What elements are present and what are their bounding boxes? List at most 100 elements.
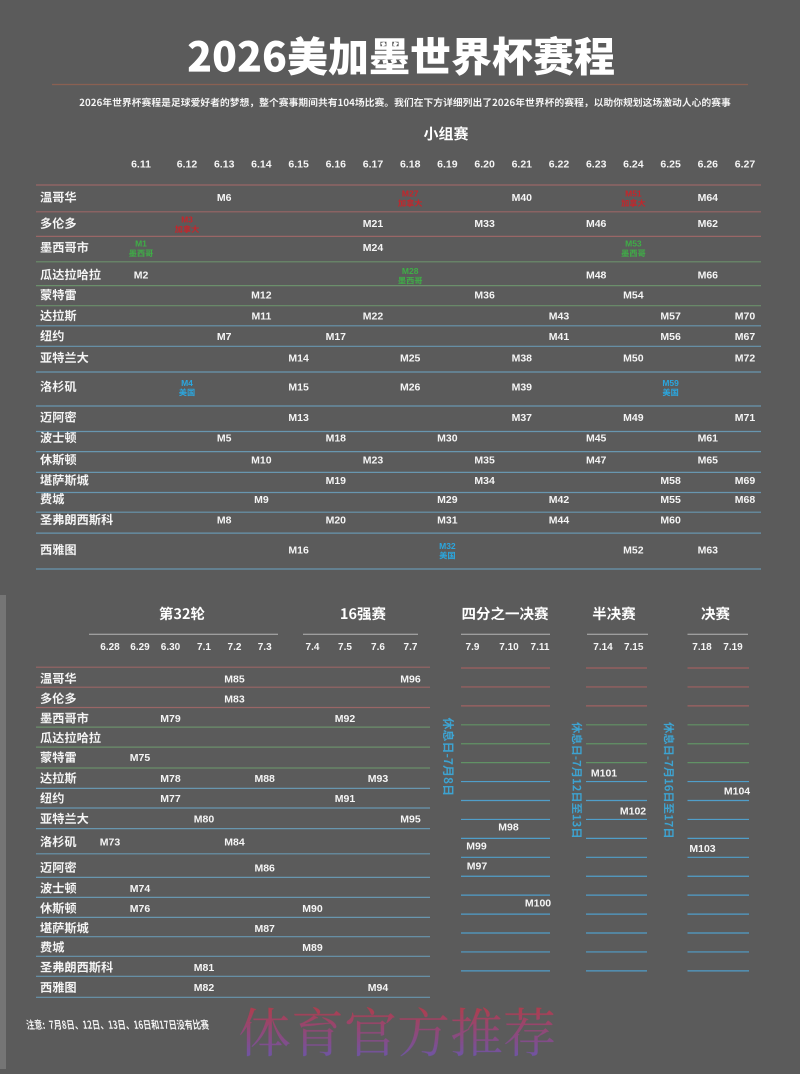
svg-text:7.9: 7.9 — [466, 642, 480, 653]
svg-text:7.19: 7.19 — [723, 642, 743, 653]
svg-text:M89: M89 — [302, 942, 323, 954]
svg-text:M96: M96 — [400, 673, 421, 685]
svg-text:M71: M71 — [735, 412, 756, 424]
svg-text:6.28: 6.28 — [100, 642, 120, 653]
svg-text:6.25: 6.25 — [660, 159, 681, 171]
svg-text:6.27: 6.27 — [735, 159, 756, 171]
svg-text:6.13: 6.13 — [214, 159, 235, 171]
svg-text:M78: M78 — [160, 773, 181, 785]
svg-text:M4: M4 — [181, 378, 193, 388]
svg-text:M1: M1 — [135, 239, 147, 249]
svg-text:M6: M6 — [217, 192, 232, 204]
svg-text:M74: M74 — [130, 883, 151, 895]
svg-text:6.23: 6.23 — [586, 159, 607, 171]
svg-text:6.29: 6.29 — [130, 642, 150, 653]
svg-text:7.15: 7.15 — [624, 642, 644, 653]
svg-text:M17: M17 — [326, 331, 347, 343]
svg-text:6.12: 6.12 — [177, 159, 198, 171]
svg-text:M52: M52 — [623, 545, 644, 557]
svg-text:M72: M72 — [735, 353, 756, 365]
svg-text:M22: M22 — [363, 311, 384, 323]
svg-text:M86: M86 — [254, 862, 275, 874]
svg-text:M43: M43 — [549, 311, 570, 323]
svg-text:6.22: 6.22 — [549, 159, 570, 171]
svg-text:7.11: 7.11 — [531, 642, 550, 653]
svg-text:M100: M100 — [525, 898, 551, 910]
svg-text:M82: M82 — [194, 982, 215, 994]
svg-text:7.10: 7.10 — [499, 642, 519, 653]
svg-text:6.20: 6.20 — [474, 159, 495, 171]
svg-text:M98: M98 — [498, 822, 519, 834]
svg-text:7.3: 7.3 — [258, 642, 272, 653]
svg-text:6.30: 6.30 — [161, 642, 181, 653]
svg-text:M18: M18 — [326, 433, 347, 445]
svg-text:M20: M20 — [326, 515, 347, 527]
svg-text:M88: M88 — [254, 773, 275, 785]
svg-text:M58: M58 — [660, 475, 681, 487]
svg-text:M51: M51 — [625, 189, 642, 199]
svg-text:M37: M37 — [512, 412, 533, 424]
svg-text:M26: M26 — [400, 381, 421, 393]
svg-text:7.18: 7.18 — [692, 642, 712, 653]
svg-text:M73: M73 — [100, 837, 121, 849]
svg-text:M57: M57 — [660, 311, 681, 323]
svg-text:M93: M93 — [368, 773, 389, 785]
svg-text:M87: M87 — [254, 923, 275, 935]
svg-text:M84: M84 — [224, 837, 245, 849]
svg-text:M40: M40 — [512, 192, 533, 204]
svg-text:7.5: 7.5 — [338, 642, 352, 653]
svg-text:M16: M16 — [288, 545, 309, 557]
svg-text:M80: M80 — [194, 814, 215, 826]
svg-text:M55: M55 — [660, 494, 681, 506]
svg-text:M12: M12 — [251, 290, 272, 302]
svg-text:M102: M102 — [620, 806, 646, 818]
svg-text:6.14: 6.14 — [251, 159, 272, 171]
svg-text:M90: M90 — [302, 903, 323, 915]
svg-text:M66: M66 — [698, 270, 719, 282]
svg-text:M39: M39 — [512, 381, 533, 393]
svg-text:M97: M97 — [467, 861, 488, 873]
svg-text:M60: M60 — [660, 515, 681, 527]
svg-text:M35: M35 — [474, 455, 495, 467]
svg-text:M23: M23 — [363, 455, 384, 467]
svg-text:M50: M50 — [623, 353, 644, 365]
svg-text:M91: M91 — [335, 793, 356, 805]
svg-text:M5: M5 — [217, 433, 232, 445]
svg-text:M45: M45 — [586, 433, 607, 445]
svg-text:M32: M32 — [439, 541, 456, 551]
svg-text:M77: M77 — [160, 793, 181, 805]
svg-text:M2: M2 — [134, 270, 149, 282]
svg-text:6.26: 6.26 — [698, 159, 719, 171]
svg-text:M85: M85 — [224, 673, 245, 685]
svg-text:M11: M11 — [251, 311, 271, 323]
svg-text:M104: M104 — [724, 786, 750, 798]
svg-text:M21: M21 — [363, 218, 384, 230]
svg-text:M46: M46 — [586, 218, 607, 230]
svg-text:M7: M7 — [217, 331, 232, 343]
svg-text:M69: M69 — [735, 475, 756, 487]
svg-text:M92: M92 — [335, 713, 356, 725]
svg-text:M68: M68 — [735, 494, 756, 506]
svg-text:6.11: 6.11 — [131, 159, 151, 171]
svg-text:6.24: 6.24 — [623, 159, 644, 171]
svg-text:6.15: 6.15 — [288, 159, 309, 171]
svg-text:7.2: 7.2 — [228, 642, 242, 653]
svg-text:6.16: 6.16 — [326, 159, 347, 171]
svg-text:7.4: 7.4 — [306, 642, 320, 653]
svg-text:M79: M79 — [160, 713, 181, 725]
svg-text:M53: M53 — [625, 239, 642, 249]
svg-text:M64: M64 — [698, 192, 719, 204]
svg-text:M13: M13 — [288, 412, 309, 424]
svg-text:M30: M30 — [437, 433, 458, 445]
svg-text:M70: M70 — [735, 311, 756, 323]
svg-text:M56: M56 — [660, 331, 681, 343]
svg-text:M28: M28 — [402, 266, 419, 276]
svg-text:M36: M36 — [474, 290, 495, 302]
svg-text:7.14: 7.14 — [593, 642, 613, 653]
svg-text:M15: M15 — [288, 381, 309, 393]
svg-text:M14: M14 — [288, 353, 309, 365]
svg-text:M101: M101 — [591, 768, 617, 780]
svg-text:M48: M48 — [586, 270, 607, 282]
svg-text:M65: M65 — [698, 455, 719, 467]
svg-text:M54: M54 — [623, 290, 644, 302]
